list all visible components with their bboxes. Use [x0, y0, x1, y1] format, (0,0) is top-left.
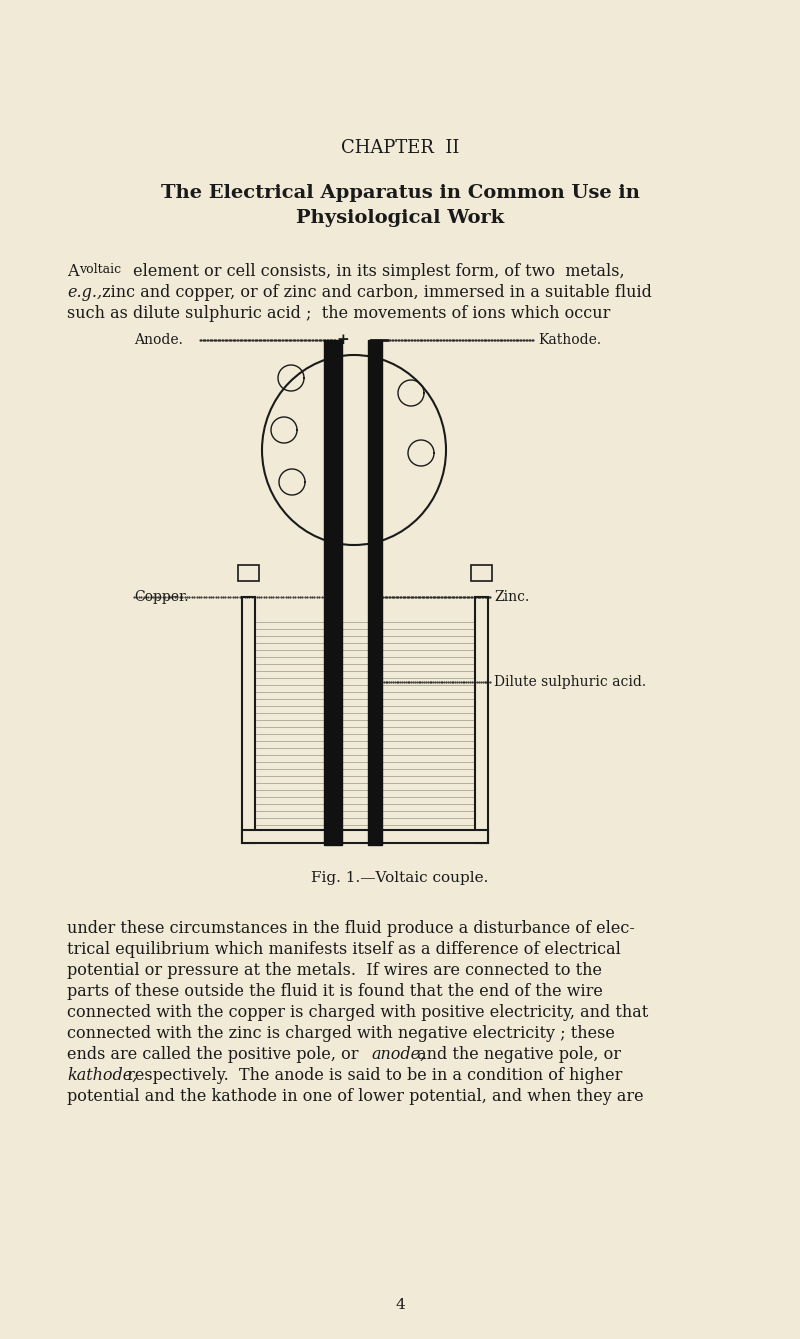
Text: voltaic: voltaic [79, 262, 121, 276]
Text: Anode.: Anode. [134, 333, 183, 347]
Text: 4: 4 [395, 1297, 405, 1312]
Text: Zinc.: Zinc. [494, 590, 530, 604]
Bar [242, 597, 255, 844]
Text: zinc and copper, or of zinc and carbon, immersed in a suitable fluid: zinc and copper, or of zinc and carbon, … [97, 284, 652, 301]
Ellipse shape [262, 355, 446, 545]
Text: connected with the copper is charged with positive electricity, and that: connected with the copper is charged wit… [67, 1004, 648, 1022]
Text: A: A [67, 262, 84, 280]
Text: respectively.  The anode is said to be in a condition of higher: respectively. The anode is said to be in… [122, 1067, 622, 1085]
Text: ends are called the positive pole, or: ends are called the positive pole, or [67, 1046, 364, 1063]
Text: kathode,: kathode, [67, 1067, 138, 1085]
Text: Dilute sulphuric acid.: Dilute sulphuric acid. [494, 675, 646, 690]
Text: anode,: anode, [371, 1046, 426, 1063]
Bar [324, 340, 342, 845]
Text: such as dilute sulphuric acid ;  the movements of ions which occur: such as dilute sulphuric acid ; the move… [67, 305, 610, 321]
Text: CHAPTER  II: CHAPTER II [341, 139, 459, 157]
Text: parts of these outside the fluid it is found that the end of the wire: parts of these outside the fluid it is f… [67, 983, 603, 1000]
Text: Copper.: Copper. [134, 590, 189, 604]
Text: potential or pressure at the metals.  If wires are connected to the: potential or pressure at the metals. If … [67, 961, 602, 979]
Text: Kathode.: Kathode. [538, 333, 601, 347]
Text: element or cell consists, in its simplest form, of two  metals,: element or cell consists, in its simples… [128, 262, 625, 280]
Text: e.g.,: e.g., [67, 284, 102, 301]
Text: under these circumstances in the fluid produce a disturbance of elec-: under these circumstances in the fluid p… [67, 920, 635, 937]
Text: Physiological Work: Physiological Work [296, 209, 504, 228]
Text: +: + [337, 333, 350, 347]
Bar [471, 565, 492, 581]
Text: potential and the kathode in one of lower potential, and when they are: potential and the kathode in one of lowe… [67, 1089, 644, 1105]
Text: trical equilibrium which manifests itself as a difference of electrical: trical equilibrium which manifests itsel… [67, 941, 621, 957]
Text: The Electrical Apparatus in Common Use in: The Electrical Apparatus in Common Use i… [161, 183, 639, 202]
Text: and the negative pole, or: and the negative pole, or [412, 1046, 621, 1063]
Bar [242, 830, 488, 844]
Bar [475, 597, 488, 844]
Bar [238, 565, 259, 581]
Text: Fig. 1.—Voltaic couple.: Fig. 1.—Voltaic couple. [311, 870, 489, 885]
Bar [368, 340, 382, 845]
Text: connected with the zinc is charged with negative electricity ; these: connected with the zinc is charged with … [67, 1024, 615, 1042]
